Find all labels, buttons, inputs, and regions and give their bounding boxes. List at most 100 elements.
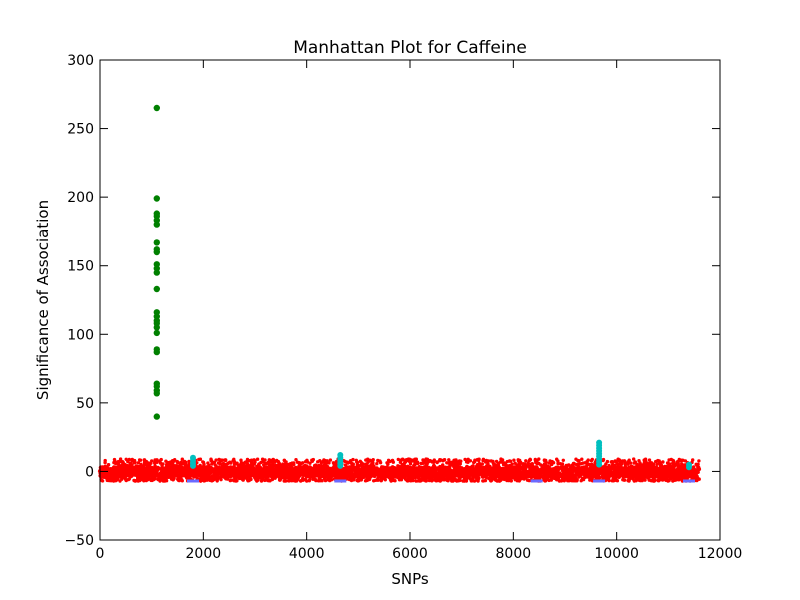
baseline-point — [377, 473, 382, 479]
baseline-point — [275, 470, 280, 476]
baseline-point — [272, 472, 277, 478]
baseline-point — [575, 478, 579, 482]
baseline-point — [619, 473, 625, 478]
baseline-point — [514, 465, 520, 471]
series-2 — [190, 439, 692, 471]
baseline-point — [238, 470, 244, 475]
baseline-point — [432, 458, 436, 462]
baseline-point — [195, 465, 200, 471]
baseline-point — [126, 459, 130, 464]
baseline-point — [611, 470, 617, 476]
baseline-point — [495, 472, 500, 477]
baseline-point — [294, 471, 300, 476]
baseline-point — [655, 462, 659, 466]
baseline-point — [273, 460, 277, 464]
baseline-point — [98, 473, 103, 478]
y-tick-label: 300 — [67, 53, 94, 69]
baseline-point — [635, 474, 641, 479]
baseline-point — [153, 460, 157, 464]
baseline-point — [478, 467, 483, 472]
baseline-point — [184, 460, 188, 464]
baseline-point — [266, 466, 271, 471]
baseline-point — [348, 472, 353, 477]
baseline-point — [647, 473, 653, 478]
baseline-point — [687, 470, 692, 475]
baseline-point — [257, 462, 261, 466]
baseline-point — [421, 474, 426, 479]
baseline-point — [583, 470, 589, 475]
baseline-point — [559, 465, 564, 470]
baseline-point — [654, 459, 658, 464]
baseline-point — [431, 466, 437, 471]
baseline-point — [255, 479, 259, 483]
baseline-point — [676, 472, 681, 477]
data-point — [153, 195, 160, 202]
baseline-point — [677, 457, 681, 462]
baseline-point — [607, 463, 611, 468]
baseline-point — [175, 459, 179, 464]
baseline-point — [516, 474, 521, 479]
baseline-point — [416, 479, 420, 483]
baseline-point — [670, 468, 675, 473]
baseline-point — [482, 465, 487, 471]
baseline-point — [486, 462, 490, 466]
x-tick-label: 4000 — [289, 546, 325, 562]
baseline-point — [610, 460, 614, 464]
baseline-point — [229, 467, 235, 472]
baseline-point — [666, 461, 670, 465]
baseline-point — [558, 462, 562, 466]
baseline-point — [424, 457, 428, 461]
data-point — [153, 348, 160, 356]
baseline-point — [526, 462, 530, 466]
data-point — [153, 221, 160, 228]
y-tick-label: −50 — [64, 533, 94, 549]
baseline-point — [211, 478, 215, 483]
baseline-point — [655, 466, 660, 472]
baseline-point — [349, 461, 354, 465]
baseline-point — [246, 479, 250, 483]
baseline-point — [161, 462, 165, 466]
baseline-point — [158, 459, 162, 463]
baseline-point — [301, 465, 306, 470]
baseline-point — [312, 468, 317, 473]
baseline-point — [214, 458, 218, 462]
baseline-point — [618, 466, 623, 472]
baseline-point — [233, 462, 238, 466]
baseline-point — [637, 459, 641, 463]
baseline-point — [219, 473, 224, 479]
baseline-point — [466, 457, 470, 461]
baseline-point — [191, 471, 196, 476]
baseline-point — [145, 471, 150, 476]
baseline-point — [286, 471, 291, 476]
baseline-point — [583, 474, 588, 479]
baseline-point — [277, 462, 282, 466]
baseline-point — [435, 460, 439, 464]
series-3 — [187, 479, 695, 483]
baseline-point — [197, 457, 201, 462]
baseline-point — [492, 474, 497, 479]
baseline-point — [481, 457, 486, 461]
baseline-point — [452, 458, 456, 463]
baseline-point — [633, 460, 637, 464]
baseline-point — [144, 478, 148, 482]
baseline-point — [264, 461, 268, 466]
baseline-point — [457, 462, 461, 466]
baseline-point — [133, 479, 137, 483]
data-point — [683, 479, 695, 483]
baseline-point — [614, 460, 618, 464]
baseline-point — [472, 470, 477, 475]
baseline-point — [274, 466, 280, 471]
baseline-point — [202, 462, 206, 466]
baseline-point — [630, 473, 636, 479]
baseline-point — [202, 466, 208, 471]
baseline-point — [634, 478, 638, 482]
baseline-point — [429, 459, 433, 463]
baseline-point — [697, 459, 701, 463]
baseline-point — [580, 466, 585, 471]
baseline-point — [357, 478, 361, 483]
baseline-point — [293, 479, 298, 483]
baseline-point — [601, 458, 605, 463]
baseline-point — [435, 472, 440, 477]
baseline-point — [489, 459, 493, 463]
baseline-point — [590, 462, 594, 466]
